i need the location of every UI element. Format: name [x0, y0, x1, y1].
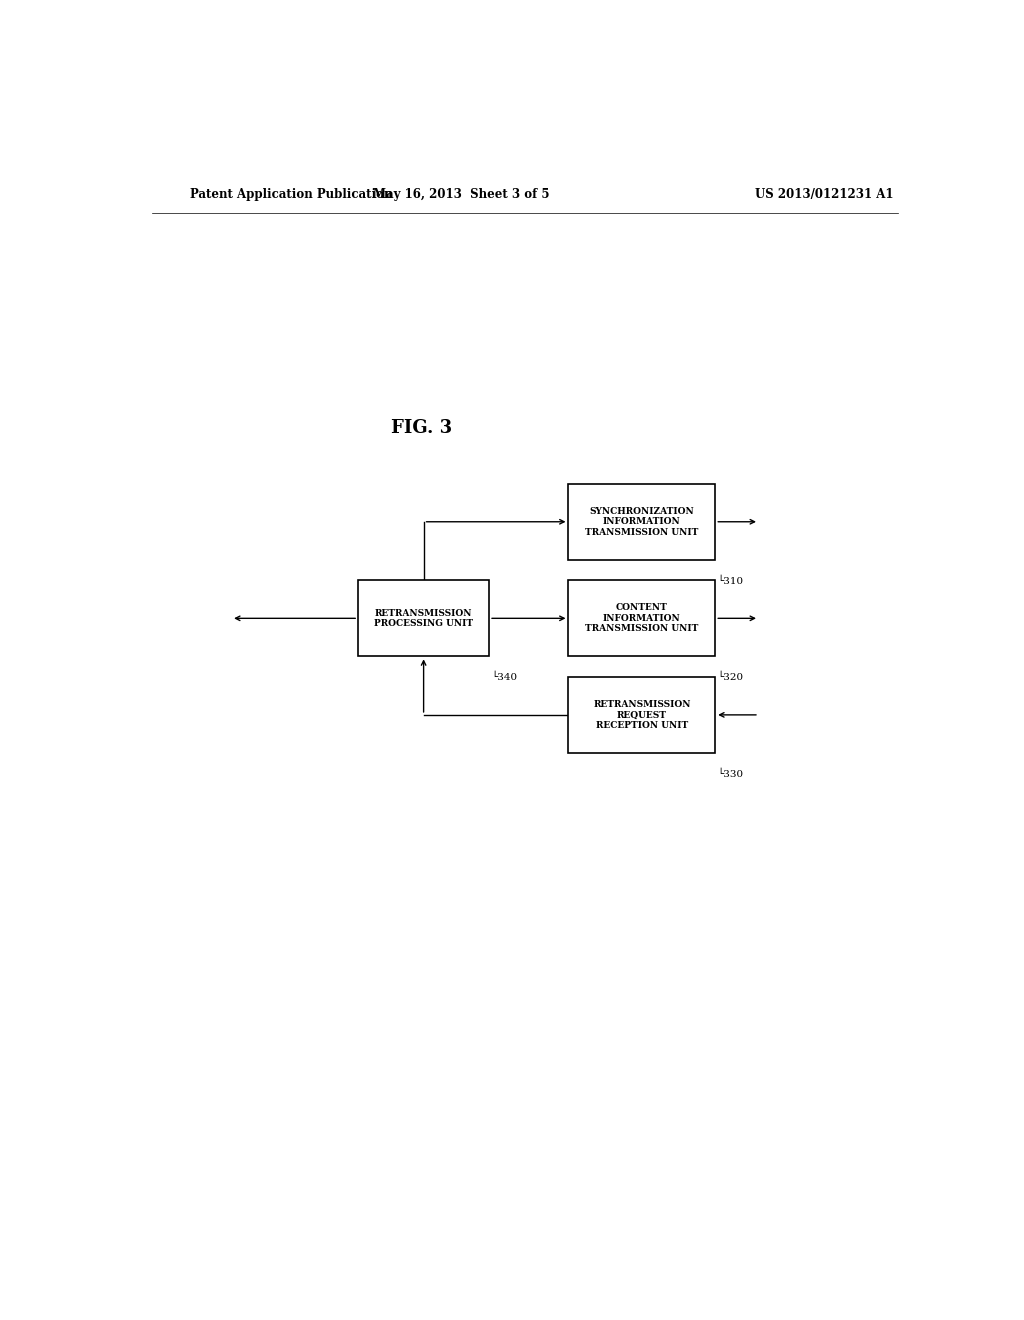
Text: May 16, 2013  Sheet 3 of 5: May 16, 2013 Sheet 3 of 5: [373, 189, 550, 202]
Text: └320: └320: [718, 673, 743, 682]
Text: └310: └310: [718, 576, 743, 586]
Text: └330: └330: [718, 770, 743, 779]
Text: FIG. 3: FIG. 3: [391, 418, 453, 437]
Text: US 2013/0121231 A1: US 2013/0121231 A1: [755, 189, 894, 202]
Text: Patent Application Publication: Patent Application Publication: [189, 189, 392, 202]
Text: RETRANSMISSION
REQUEST
RECEPTION UNIT: RETRANSMISSION REQUEST RECEPTION UNIT: [593, 700, 690, 730]
Bar: [358, 581, 489, 656]
Bar: [568, 483, 715, 560]
Bar: [568, 581, 715, 656]
Text: CONTENT
INFORMATION
TRANSMISSION UNIT: CONTENT INFORMATION TRANSMISSION UNIT: [585, 603, 698, 634]
Text: RETRANSMISSION
PROCESSING UNIT: RETRANSMISSION PROCESSING UNIT: [374, 609, 473, 628]
Bar: [568, 677, 715, 752]
Text: SYNCHRONIZATION
INFORMATION
TRANSMISSION UNIT: SYNCHRONIZATION INFORMATION TRANSMISSION…: [585, 507, 698, 537]
Text: └340: └340: [492, 673, 517, 682]
